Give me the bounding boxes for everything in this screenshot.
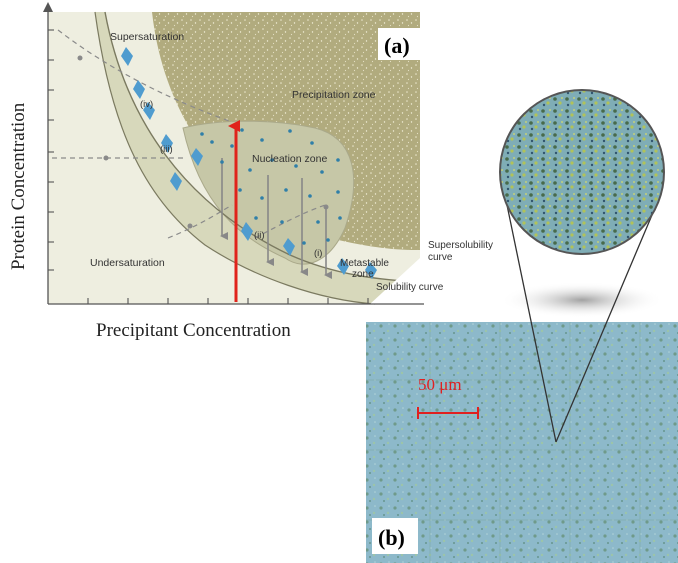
x-ticks [87, 298, 369, 304]
path-ii-start [187, 223, 193, 229]
panel-b-label-box [372, 518, 418, 554]
crystallization-paths [52, 29, 326, 239]
solubility-curve-label: Solubility curve [376, 282, 444, 293]
crystals [121, 47, 377, 279]
supersolubility-curve-label-line1: Supersolubility [428, 240, 493, 251]
path-iv-start [77, 55, 83, 61]
panel-a-label: (a) [384, 33, 410, 58]
supersaturation-label: Supersaturation [110, 31, 184, 43]
path-ii-line [167, 204, 233, 239]
crystal-icon [143, 102, 155, 120]
path-iv-label: (iv) [140, 99, 153, 110]
metastable-label-line1: Metastable [340, 258, 389, 269]
crystal-icon [121, 47, 133, 66]
micrograph-panel: 50 μm (b) [366, 322, 678, 563]
y-ticks [48, 29, 54, 271]
zoom-connector-left [506, 204, 557, 443]
axes [43, 2, 424, 305]
precipitation-zone-label: Precipitation zone [292, 89, 376, 101]
crystal-icon [133, 80, 145, 99]
solubility-curve [94, 11, 376, 305]
path-iii-start [103, 155, 109, 161]
path-iii-label: (iii) [160, 144, 173, 155]
crystal-icon [161, 134, 173, 153]
micrograph-grid [366, 322, 678, 563]
zoom-circle-border [499, 89, 665, 255]
y-axis-arrowhead [43, 2, 53, 12]
crystal-icon [191, 148, 203, 166]
metastable-label-line2: zone [352, 269, 374, 280]
path-ii-label: (ii) [254, 230, 265, 241]
nucleation-dots [200, 128, 342, 245]
y-axis-label: Protein Concentration [8, 102, 29, 270]
panel-b-label: (b) [378, 525, 405, 550]
path-i-line [254, 204, 326, 239]
crystal-icon [241, 222, 253, 241]
path-iv-line [57, 29, 233, 123]
supersolubility-curve-label-line2: curve [428, 252, 453, 263]
zoom-shadow [500, 282, 664, 318]
path-i-label: (i) [314, 248, 322, 259]
crystal-icon [170, 172, 182, 191]
nucleation-zone-label: Nucleation zone [252, 153, 327, 165]
undersaturation-label: Undersaturation [90, 257, 165, 269]
zoom-connector-right [555, 214, 653, 443]
crystal-icon [365, 262, 377, 279]
solubility-curve-label-area [370, 258, 420, 304]
crystal-icon [283, 238, 295, 256]
panel-a-label-box [378, 28, 422, 60]
crystal-icon [337, 258, 349, 275]
zoom-image [500, 90, 664, 254]
grey-arrows [220, 158, 332, 279]
x-axis-label: Precipitant Concentration [96, 320, 291, 341]
zoom-inset [499, 89, 665, 443]
scale-bar-label: 50 μm [418, 375, 462, 394]
phase-diagram-panel: (a) Supersaturation Precipitation zone N… [8, 2, 493, 341]
